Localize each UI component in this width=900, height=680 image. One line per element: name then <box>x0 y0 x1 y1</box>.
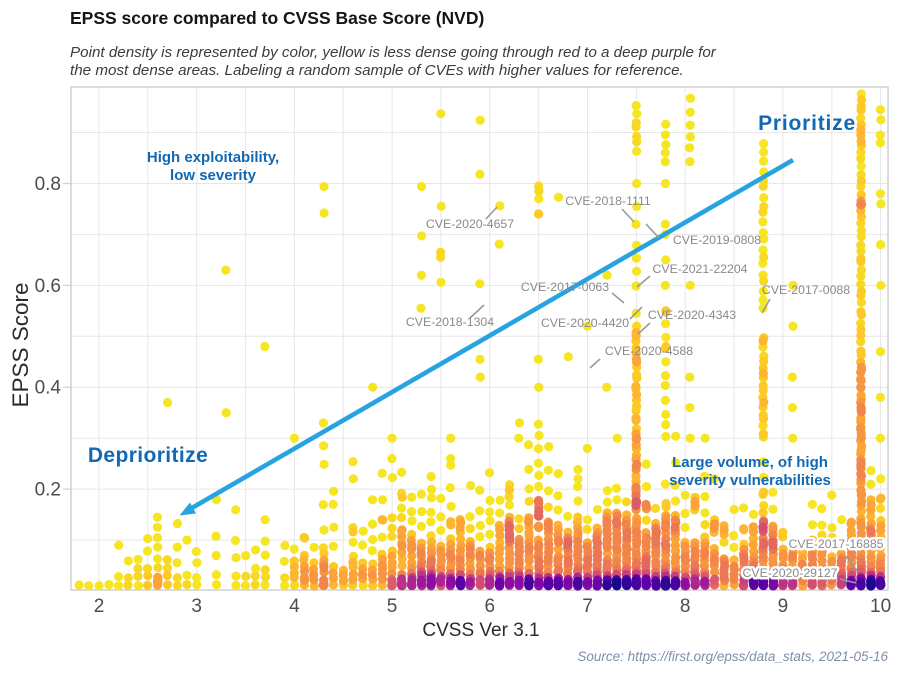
svg-text:8: 8 <box>680 596 691 617</box>
svg-text:6: 6 <box>485 596 496 617</box>
svg-text:CVE-2021-22204: CVE-2021-22204 <box>652 262 747 276</box>
svg-text:EPSS Score: EPSS Score <box>8 282 33 407</box>
svg-text:CVE-2018-1111: CVE-2018-1111 <box>565 194 651 208</box>
svg-text:2: 2 <box>94 596 105 617</box>
svg-text:0.2: 0.2 <box>35 480 61 501</box>
svg-text:Source: https://first.org/epss: Source: https://first.org/epss/data_stat… <box>577 649 888 664</box>
svg-text:Large volume, of high: Large volume, of high <box>672 454 828 471</box>
svg-text:4: 4 <box>289 596 300 617</box>
svg-text:CVE-2020-4657: CVE-2020-4657 <box>426 217 514 231</box>
svg-text:CVE-2020-4588: CVE-2020-4588 <box>605 344 693 358</box>
svg-text:Deprioritize: Deprioritize <box>88 444 208 467</box>
svg-text:0.6: 0.6 <box>35 276 61 297</box>
svg-text:CVE-2020-4420: CVE-2020-4420 <box>541 316 629 330</box>
svg-text:10: 10 <box>870 596 891 617</box>
svg-text:Prioritize: Prioritize <box>758 112 856 135</box>
svg-text:CVE-2020-29127: CVE-2020-29127 <box>742 566 837 580</box>
svg-text:CVE-2017-0063: CVE-2017-0063 <box>521 280 609 294</box>
svg-text:CVSS Ver 3.1: CVSS Ver 3.1 <box>422 620 539 641</box>
svg-text:9: 9 <box>778 596 789 617</box>
svg-text:5: 5 <box>387 596 398 617</box>
svg-text:CVE-2019-0808: CVE-2019-0808 <box>673 233 761 247</box>
svg-text:7: 7 <box>582 596 593 617</box>
svg-text:the most dense areas. Labeling: the most dense areas. Labeling a random … <box>70 62 684 79</box>
svg-text:3: 3 <box>191 596 202 617</box>
svg-text:CVE-2018-1304: CVE-2018-1304 <box>406 315 494 329</box>
svg-text:Point density is represented b: Point density is represented by color, y… <box>70 44 717 61</box>
svg-text:High exploitability,: High exploitability, <box>147 149 279 166</box>
svg-text:0.4: 0.4 <box>35 378 62 399</box>
svg-text:CVE-2020-4343: CVE-2020-4343 <box>648 308 736 322</box>
svg-text:EPSS score compared to CVSS Ba: EPSS score compared to CVSS Base Score (… <box>70 8 484 28</box>
svg-text:CVE-2017-0088: CVE-2017-0088 <box>762 283 850 297</box>
svg-text:low severity: low severity <box>170 167 257 184</box>
svg-text:CVE-2017-16885: CVE-2017-16885 <box>788 537 883 551</box>
svg-text:severity vulnerabilities: severity vulnerabilities <box>669 472 831 489</box>
svg-text:0.8: 0.8 <box>35 174 61 195</box>
